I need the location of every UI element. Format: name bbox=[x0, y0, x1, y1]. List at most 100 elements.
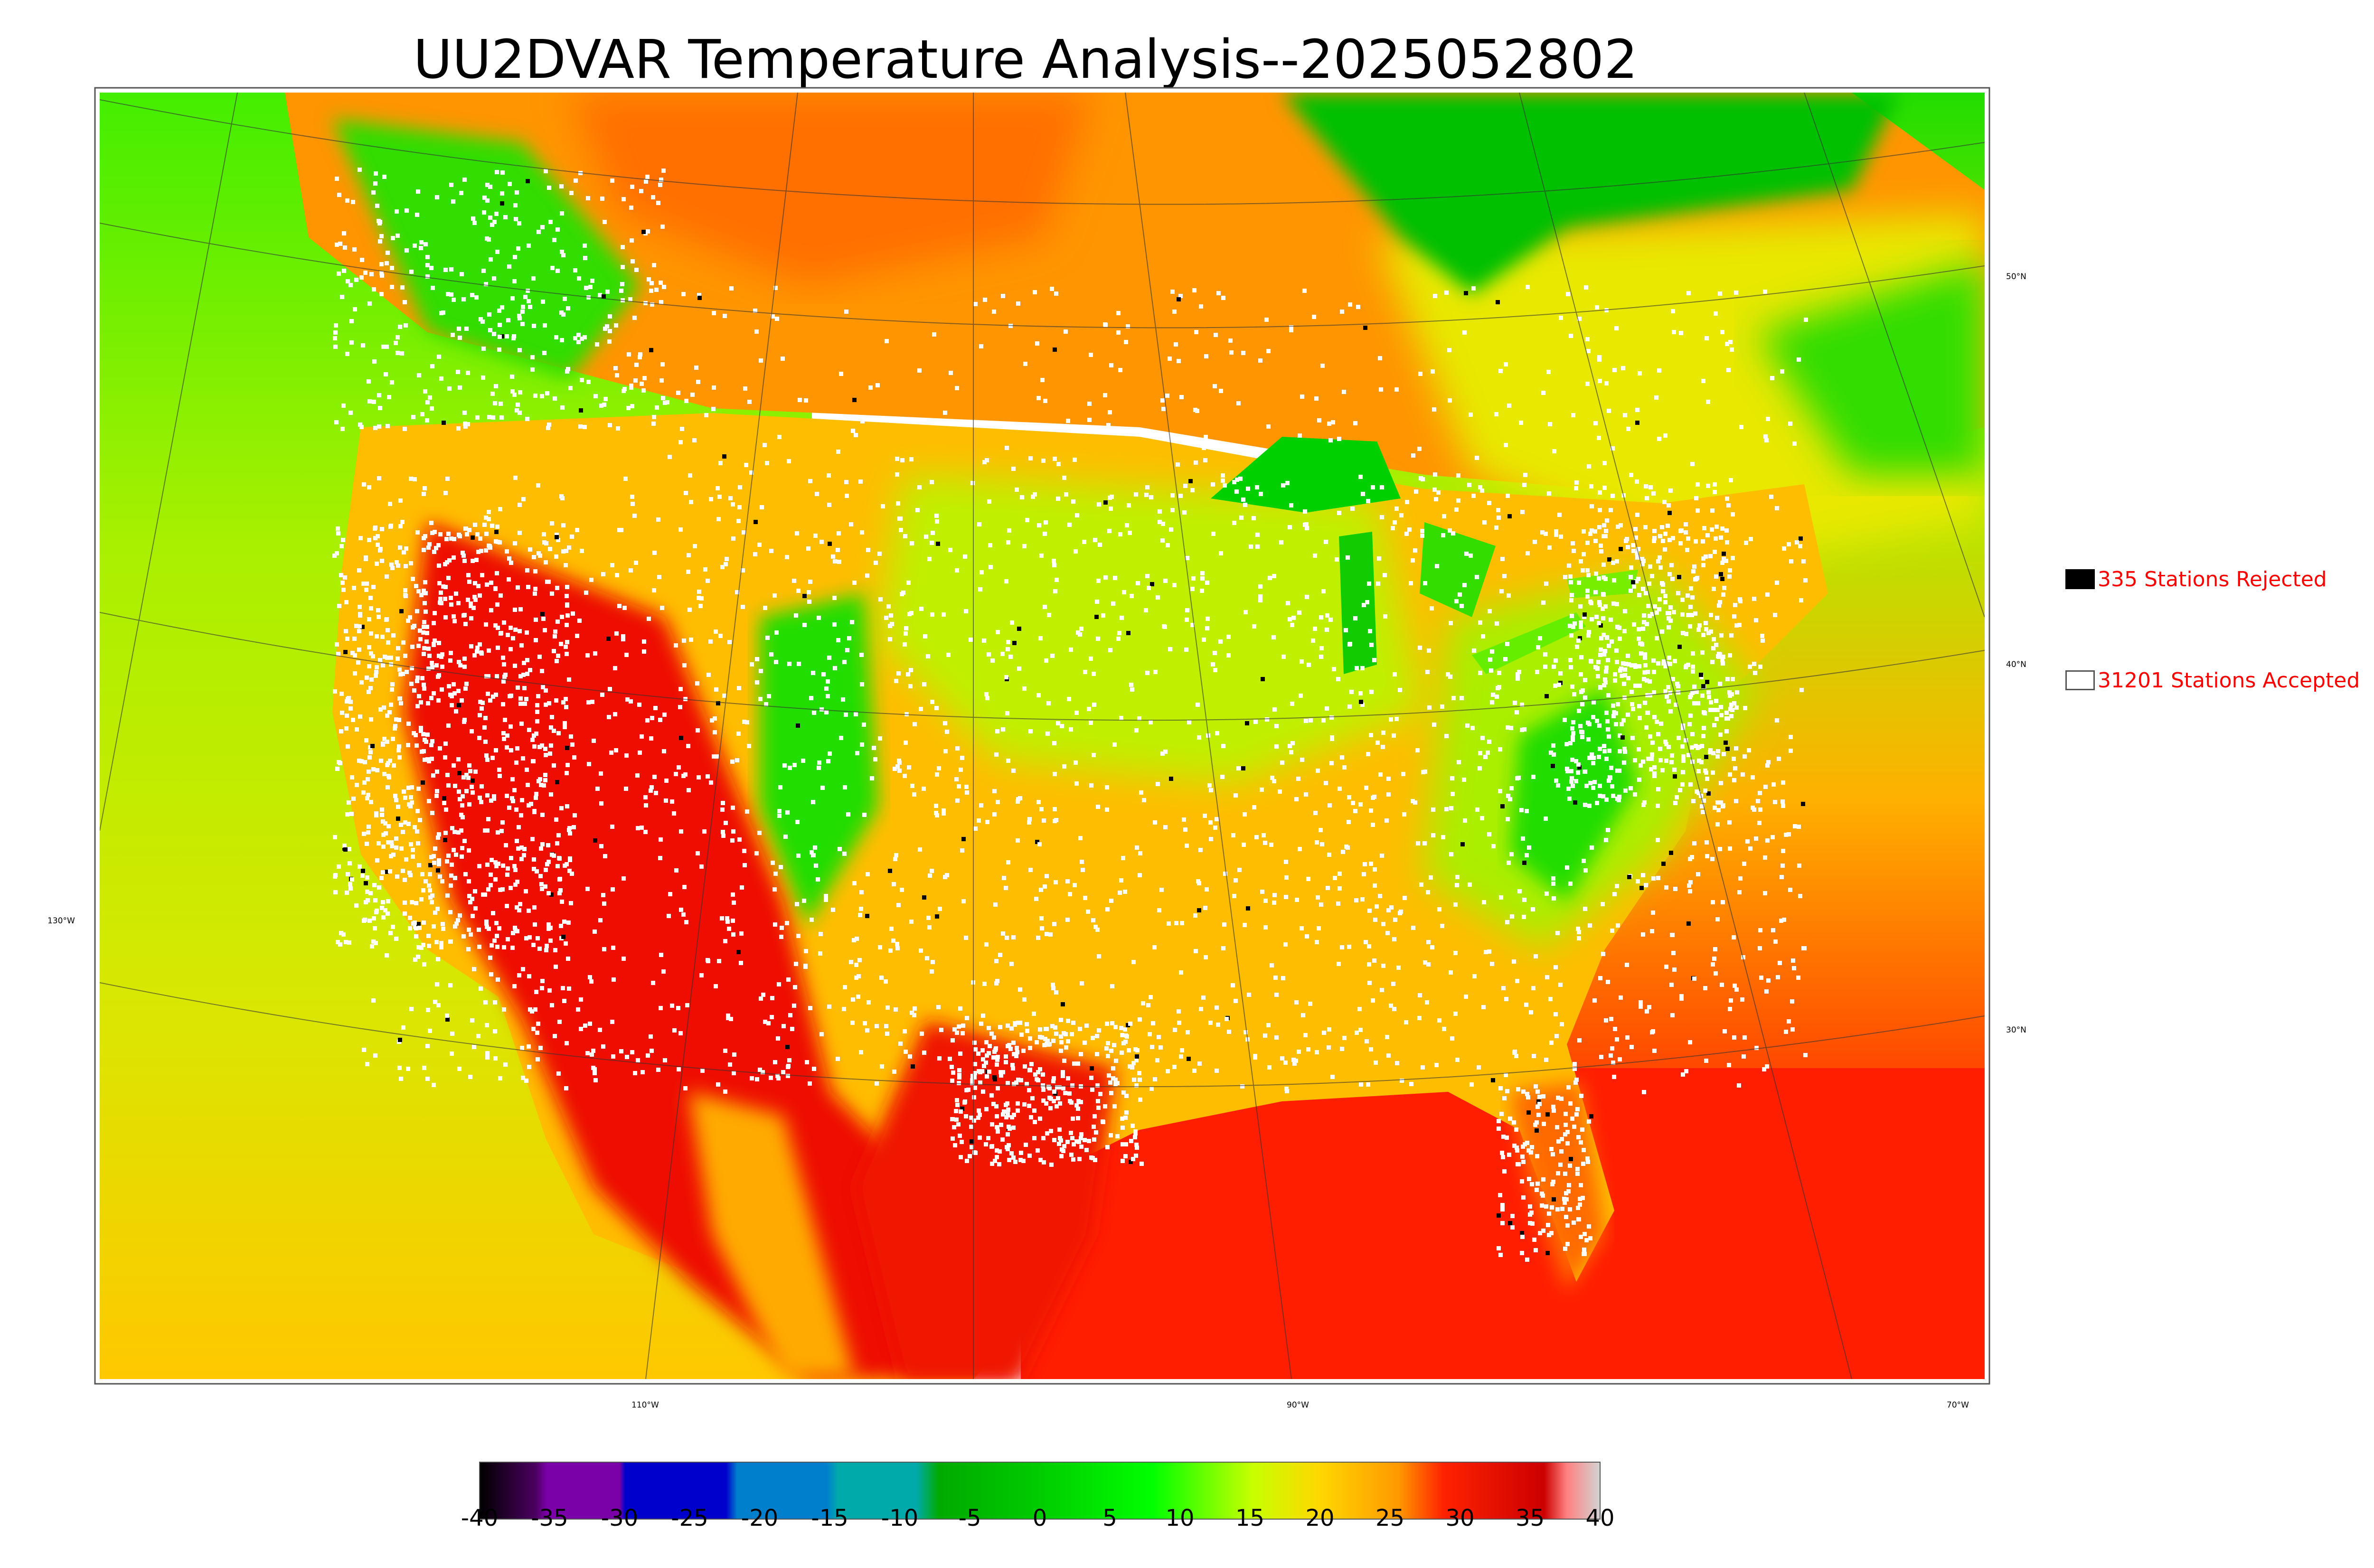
station-marker bbox=[1076, 1061, 1080, 1066]
station-marker bbox=[1122, 590, 1126, 594]
station-marker bbox=[1213, 651, 1217, 655]
station-marker bbox=[414, 584, 418, 588]
station-marker bbox=[652, 551, 657, 555]
station-marker bbox=[432, 854, 436, 858]
station-marker bbox=[1021, 1159, 1026, 1163]
station-marker bbox=[482, 725, 487, 730]
station-marker bbox=[1053, 819, 1057, 823]
station-marker bbox=[1057, 1127, 1062, 1132]
station-marker bbox=[598, 293, 602, 297]
station-marker bbox=[854, 976, 858, 980]
station-marker bbox=[1579, 672, 1583, 676]
station-marker bbox=[1722, 586, 1726, 590]
station-marker bbox=[1262, 833, 1266, 837]
station-marker bbox=[527, 244, 531, 248]
station-marker bbox=[1425, 1000, 1429, 1005]
station-marker bbox=[1089, 1155, 1093, 1160]
station-marker bbox=[502, 662, 506, 667]
station-marker bbox=[769, 652, 773, 657]
station-marker bbox=[1700, 804, 1704, 808]
station-marker bbox=[1367, 962, 1371, 967]
station-marker bbox=[480, 784, 484, 789]
station-marker bbox=[415, 213, 419, 217]
station-marker bbox=[615, 373, 619, 377]
station-marker bbox=[405, 248, 409, 253]
station-marker bbox=[422, 920, 426, 925]
station-marker bbox=[1460, 696, 1464, 700]
station-marker bbox=[1643, 701, 1647, 705]
station-marker bbox=[721, 830, 725, 834]
station-marker bbox=[1038, 1158, 1043, 1162]
station-marker bbox=[715, 754, 719, 759]
station-marker bbox=[1766, 978, 1771, 983]
station-marker bbox=[428, 395, 432, 400]
station-marker bbox=[1215, 1069, 1219, 1073]
station-marker bbox=[922, 895, 926, 900]
station-marker bbox=[1243, 503, 1247, 507]
station-marker bbox=[1006, 640, 1010, 644]
station-marker bbox=[828, 542, 832, 546]
station-marker bbox=[1013, 1023, 1017, 1027]
station-marker bbox=[1211, 662, 1215, 667]
station-marker bbox=[1679, 331, 1683, 335]
station-marker bbox=[573, 336, 577, 340]
station-marker bbox=[1545, 975, 1549, 979]
station-marker bbox=[1587, 1224, 1591, 1229]
station-marker bbox=[1491, 693, 1495, 697]
station-marker bbox=[1782, 546, 1786, 551]
station-marker bbox=[1061, 1086, 1065, 1090]
station-marker bbox=[373, 926, 377, 930]
station-marker bbox=[382, 705, 386, 710]
station-marker bbox=[565, 862, 569, 866]
station-marker bbox=[1108, 1080, 1112, 1085]
station-marker bbox=[1541, 1094, 1545, 1099]
station-marker bbox=[1553, 684, 1557, 688]
station-marker bbox=[624, 653, 629, 657]
station-marker bbox=[1093, 1114, 1097, 1118]
station-marker bbox=[533, 587, 537, 591]
station-marker bbox=[1671, 677, 1675, 681]
station-marker bbox=[403, 796, 407, 800]
station-marker bbox=[1236, 401, 1241, 405]
station-marker bbox=[1569, 779, 1573, 784]
station-marker bbox=[727, 640, 732, 644]
colorbar-tick: -10 bbox=[881, 1505, 919, 1531]
station-marker bbox=[788, 766, 792, 770]
station-marker bbox=[532, 867, 536, 871]
station-marker bbox=[1058, 1136, 1062, 1140]
station-marker bbox=[1536, 1089, 1540, 1094]
station-marker bbox=[1720, 526, 1724, 531]
station-marker bbox=[1645, 1009, 1649, 1014]
station-marker bbox=[957, 784, 961, 789]
station-marker bbox=[1274, 993, 1279, 997]
lake-superior bbox=[1211, 437, 1401, 513]
station-marker bbox=[1028, 868, 1033, 872]
station-marker bbox=[1119, 716, 1123, 720]
station-marker bbox=[628, 297, 632, 301]
station-marker bbox=[772, 887, 777, 892]
station-marker bbox=[1018, 1021, 1022, 1025]
station-marker bbox=[963, 554, 967, 559]
station-marker bbox=[814, 864, 818, 868]
station-marker bbox=[1696, 769, 1701, 773]
station-marker bbox=[1211, 482, 1215, 487]
station-marker bbox=[728, 496, 733, 500]
station-marker bbox=[786, 1065, 790, 1069]
station-marker bbox=[417, 694, 421, 698]
station-marker bbox=[852, 881, 857, 885]
station-marker bbox=[629, 206, 633, 210]
station-marker bbox=[1547, 545, 1552, 550]
station-marker bbox=[1733, 984, 1737, 988]
station-marker bbox=[1320, 364, 1325, 368]
station-marker bbox=[913, 722, 917, 726]
station-marker bbox=[886, 604, 891, 609]
station-marker bbox=[1326, 886, 1330, 890]
station-marker bbox=[1112, 1104, 1117, 1108]
station-marker bbox=[1552, 752, 1556, 757]
station-marker bbox=[1044, 658, 1048, 663]
station-marker bbox=[512, 984, 517, 988]
station-marker bbox=[1083, 896, 1087, 900]
station-marker bbox=[411, 848, 415, 852]
station-marker bbox=[1569, 633, 1573, 638]
station-marker bbox=[1748, 846, 1752, 851]
